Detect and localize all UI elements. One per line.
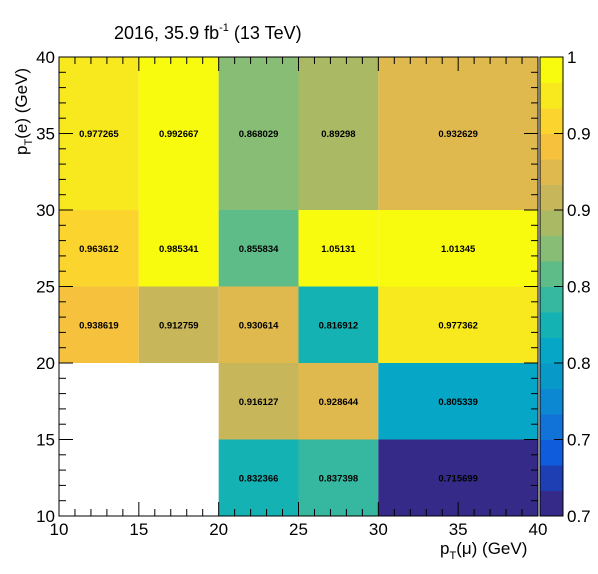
heatmap-cell-label: 0.916127 [239, 397, 279, 408]
colorbar-step [540, 108, 563, 134]
heatmap-cell [378, 210, 538, 287]
colorbar-step [540, 490, 563, 517]
colorbar-step [540, 312, 563, 338]
heatmap-cell-label: 0.89298 [321, 129, 355, 140]
heatmap-cell [218, 286, 299, 363]
colorbar-tick-label: 0.9 [567, 125, 591, 144]
chart-title-main: 2016, 35.9 fb [114, 23, 219, 43]
colorbar-step [540, 363, 563, 389]
heatmap-cell [378, 363, 538, 440]
heatmap-cell [138, 210, 219, 287]
heatmap-cell-label: 1.01345 [441, 244, 476, 255]
heatmap-cell [218, 363, 299, 440]
x-axis-tick-labels: 10 15 20 25 30 35 40 [50, 520, 548, 539]
heatmap-cell-label: 0.816912 [319, 320, 359, 331]
x-tick-label: 40 [529, 520, 548, 539]
colorbar-step [540, 82, 563, 109]
x-axis-label-base: p [440, 539, 449, 558]
x-tick-label: 15 [129, 520, 148, 539]
colorbar-step [540, 133, 563, 160]
heatmap-cell-label: 1.05131 [321, 244, 356, 255]
heatmap-cell [378, 57, 538, 210]
y-tick-label: 40 [36, 48, 55, 67]
heatmap-cell-label: 0.855834 [239, 244, 279, 255]
heatmap-cell-label: 0.805339 [438, 397, 478, 408]
heatmap-cell-label: 0.977265 [79, 129, 119, 140]
colorbar-step [540, 286, 563, 313]
colorbar-step [540, 388, 563, 415]
y-axis-label: pT(e) (GeV) [12, 68, 35, 155]
heatmap-cell-label: 0.912759 [159, 320, 199, 331]
colorbar-step [540, 439, 563, 466]
y-tick-label: 10 [36, 507, 55, 526]
colorbar-step [540, 184, 563, 211]
x-tick-label: 10 [50, 520, 69, 539]
heatmap-cell-labels: 0.977265 0.992667 0.868029 0.89298 0.932629 0… [79, 129, 478, 484]
y-axis-tick-labels: 10 15 20 25 30 35 40 [36, 48, 55, 526]
colorbar-tick-label: 0.9 [567, 201, 591, 220]
heatmap-cell [298, 286, 379, 363]
heatmap-cell-label: 0.932629 [438, 129, 478, 140]
y-tick-label: 35 [36, 125, 55, 144]
x-tick-label: 20 [209, 520, 228, 539]
colorbar-step [540, 210, 563, 236]
x-tick-label: 25 [289, 520, 308, 539]
x-tick-label: 35 [449, 520, 468, 539]
y-tick-label: 30 [36, 201, 55, 220]
colorbar-tick-label: 0.7 [567, 431, 591, 450]
x-axis-label: pT(μ) (GeV) [440, 539, 527, 562]
heatmap-cell-label: 0.985341 [159, 244, 199, 255]
heatmap-cells [59, 57, 538, 516]
heatmap-cell-label: 0.938619 [79, 320, 119, 331]
heatmap-cell-label: 0.832366 [239, 473, 279, 484]
heatmap-cell [378, 286, 538, 363]
heatmap-cell [59, 286, 139, 363]
colorbar-tick-label: 1 [567, 48, 576, 67]
heatmap-cell-label: 0.837398 [319, 473, 359, 484]
colorbar-step [540, 57, 563, 83]
colorbar-step [540, 337, 563, 364]
heatmap-cell [218, 439, 299, 516]
heatmap-cell-label: 0.992667 [159, 129, 199, 140]
colorbar-tick-label: 0.8 [567, 354, 591, 373]
y-axis-label-rest: (e) (GeV) [12, 68, 31, 139]
y-tick-label: 20 [36, 354, 55, 373]
colorbar-step [540, 465, 563, 491]
heatmap-cell [218, 57, 299, 210]
y-tick-label: 25 [36, 278, 55, 297]
heatmap-cell [298, 57, 379, 210]
colorbar [539, 56, 564, 517]
y-tick-label: 15 [36, 431, 55, 450]
heatmap-cell [138, 57, 219, 210]
colorbar-step [540, 235, 563, 262]
heatmap-cell [138, 286, 219, 363]
heatmap-cell-label: 0.715699 [438, 473, 478, 484]
x-tick-label: 30 [369, 520, 388, 539]
heatmap-cell [298, 210, 379, 287]
x-axis-label-rest: (μ) (GeV) [456, 539, 527, 558]
chart-title-rest: (13 TeV) [229, 23, 302, 43]
heatmap-cell-label: 0.930614 [239, 320, 279, 331]
colorbar-step [540, 414, 563, 440]
axis-ticks [58, 56, 539, 517]
heatmap-cell [218, 210, 299, 287]
heatmap-cell-label: 0.868029 [239, 129, 279, 140]
x-axis-label-subscript: T [449, 550, 456, 562]
y-axis-label-base: p [12, 146, 31, 155]
colorbar-tick-label: 0.7 [567, 507, 591, 526]
colorbar-step [540, 159, 563, 185]
heatmap-cell-label: 0.963612 [79, 244, 119, 255]
chart-title: 2016, 35.9 fb-1 (13 TeV) [114, 22, 302, 43]
heatmap-cell [59, 210, 139, 287]
colorbar-tick-label: 0.8 [567, 278, 591, 297]
y-axis-label-subscript: T [23, 139, 35, 146]
heatmap-cell-label: 0.977362 [438, 320, 478, 331]
colorbar-tick-labels: 0.7 0.7 0.8 0.8 0.9 0.9 1 [567, 48, 591, 526]
chart-title-superscript: -1 [219, 22, 229, 34]
heatmap-cell [298, 363, 379, 440]
colorbar-step [540, 261, 563, 287]
heatmap-cell [298, 439, 379, 516]
heatmap-cell-label: 0.928644 [319, 397, 359, 408]
